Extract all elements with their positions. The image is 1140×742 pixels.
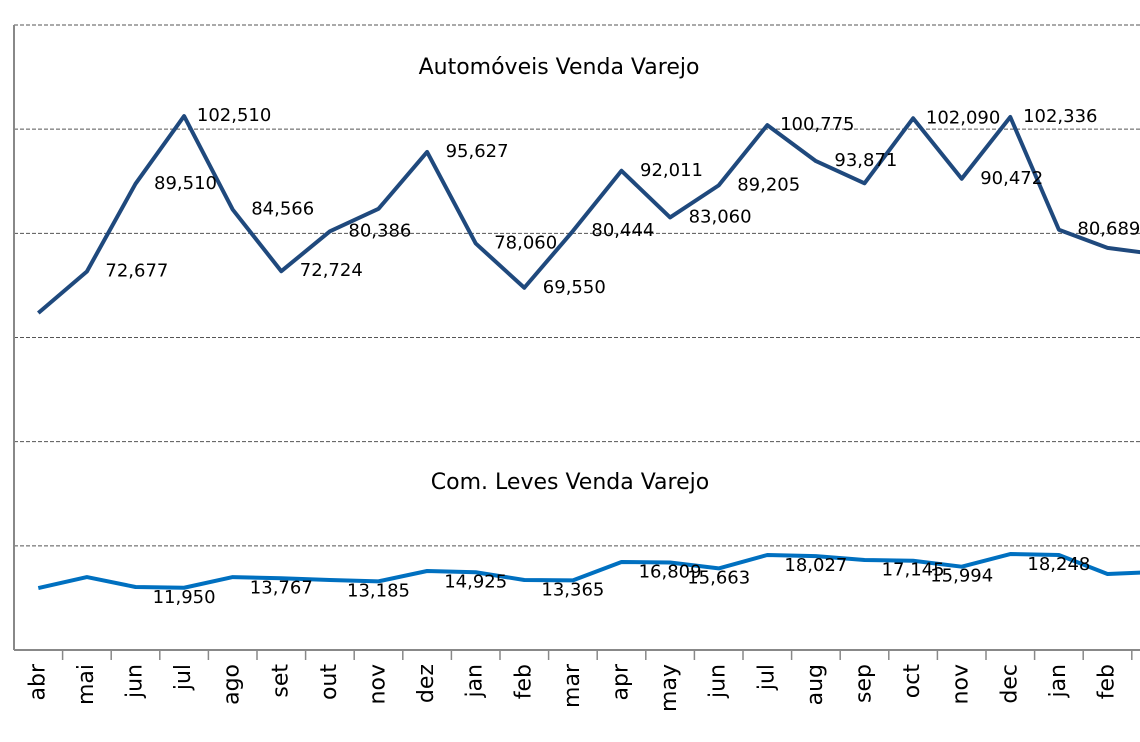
series-title: Com. Leves Venda Varejo bbox=[431, 470, 709, 495]
x-tick-label: set bbox=[268, 664, 293, 698]
data-label: 14,925 bbox=[444, 571, 507, 592]
x-tick-label: nov bbox=[949, 664, 974, 704]
x-tick-label: ago bbox=[220, 664, 245, 705]
data-label: 92,011 bbox=[640, 160, 703, 181]
data-label: 90,472 bbox=[980, 168, 1043, 189]
data-label: 84,566 bbox=[251, 199, 314, 220]
x-tick-label: dec bbox=[997, 664, 1022, 704]
x-tick-label: sep bbox=[852, 664, 877, 703]
data-label: 16,809 bbox=[639, 561, 702, 582]
data-label: 18,027 bbox=[784, 555, 847, 576]
data-label: 102,510 bbox=[197, 105, 271, 126]
data-label: 102,090 bbox=[926, 107, 1000, 128]
data-label: 11,950 bbox=[153, 587, 216, 608]
series-line bbox=[37, 552, 1140, 590]
x-tick-label: abr bbox=[25, 663, 50, 700]
x-tick-label: jan bbox=[463, 664, 488, 699]
x-tick-label: nov bbox=[366, 664, 391, 704]
data-label: 89,510 bbox=[154, 173, 217, 194]
data-label: 102,336 bbox=[1023, 106, 1097, 127]
data-label: 18,248 bbox=[1027, 554, 1090, 575]
series-line bbox=[37, 114, 1140, 315]
x-tick-label: may bbox=[657, 664, 682, 712]
x-tick-label: out bbox=[317, 664, 342, 700]
x-tick-label: aug bbox=[803, 664, 828, 705]
data-label: 80,386 bbox=[348, 220, 411, 241]
data-label: 78,060 bbox=[494, 232, 557, 253]
data-label: 95,627 bbox=[446, 141, 509, 162]
data-label: 13,365 bbox=[541, 579, 604, 600]
x-tick-label: jul bbox=[171, 664, 196, 691]
data-label: 80,689 bbox=[1077, 219, 1140, 240]
data-label: 93,871 bbox=[834, 150, 897, 171]
data-label: 17,145 bbox=[882, 560, 945, 581]
x-tick-label: oct bbox=[900, 664, 925, 699]
x-tick-label: jun bbox=[123, 664, 148, 699]
data-label: 72,677 bbox=[105, 260, 168, 281]
x-tick-label: apr bbox=[609, 663, 634, 700]
data-label: 72,724 bbox=[300, 260, 363, 281]
data-label: 89,205 bbox=[737, 174, 800, 195]
x-tick-label: feb bbox=[1095, 664, 1120, 699]
data-label: 13,767 bbox=[250, 577, 313, 598]
x-tick-label: dez bbox=[414, 664, 439, 703]
data-label: 100,775 bbox=[780, 114, 854, 135]
data-label: 69,550 bbox=[543, 277, 606, 298]
x-tick-label: jan bbox=[1046, 664, 1071, 699]
data-label: 15,663 bbox=[687, 567, 750, 588]
x-tick-label: jun bbox=[706, 664, 731, 699]
data-label: 80,444 bbox=[591, 220, 654, 241]
x-tick-label: jul bbox=[754, 664, 779, 691]
data-label: 15,994 bbox=[930, 566, 993, 587]
data-label: 83,060 bbox=[689, 206, 752, 227]
series-title: Automóveis Venda Varejo bbox=[419, 55, 700, 80]
x-tick-label: feb bbox=[511, 664, 536, 699]
x-tick-label: mar bbox=[560, 663, 585, 708]
x-tick-label: mai bbox=[74, 664, 99, 705]
data-label: 13,185 bbox=[347, 580, 410, 601]
